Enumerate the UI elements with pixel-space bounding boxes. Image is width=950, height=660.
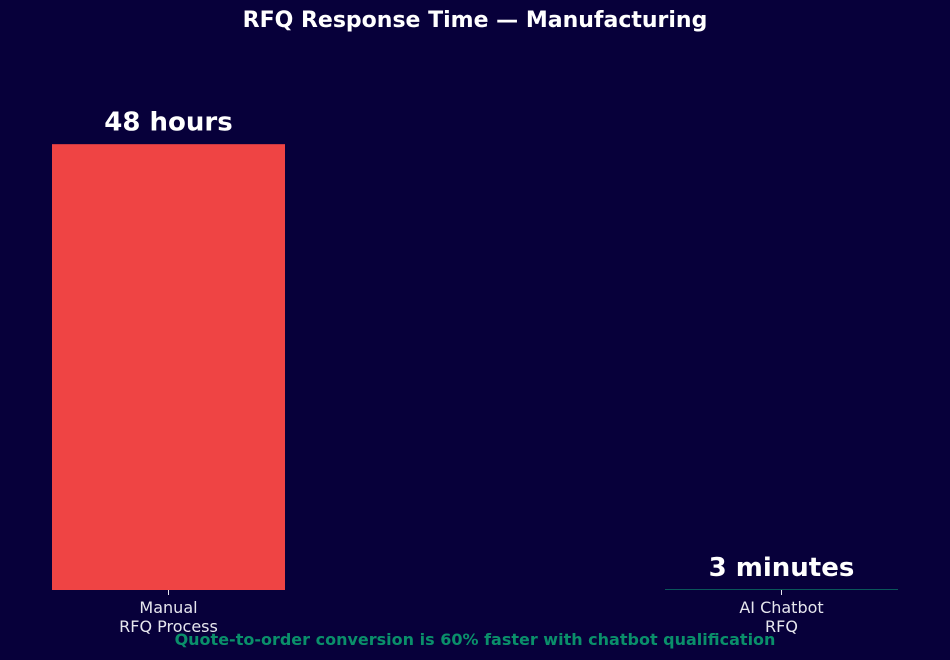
x-tick-label: AI Chatbot RFQ bbox=[739, 598, 824, 636]
chart-title: RFQ Response Time — Manufacturing bbox=[243, 8, 708, 33]
value-label: 3 minutes bbox=[709, 553, 855, 583]
annotation: Quote-to-order conversion is 60% faster … bbox=[174, 630, 776, 649]
value-label: 48 hours bbox=[104, 108, 232, 138]
bar bbox=[52, 144, 285, 590]
x-tick-label: Manual RFQ Process bbox=[119, 598, 218, 636]
